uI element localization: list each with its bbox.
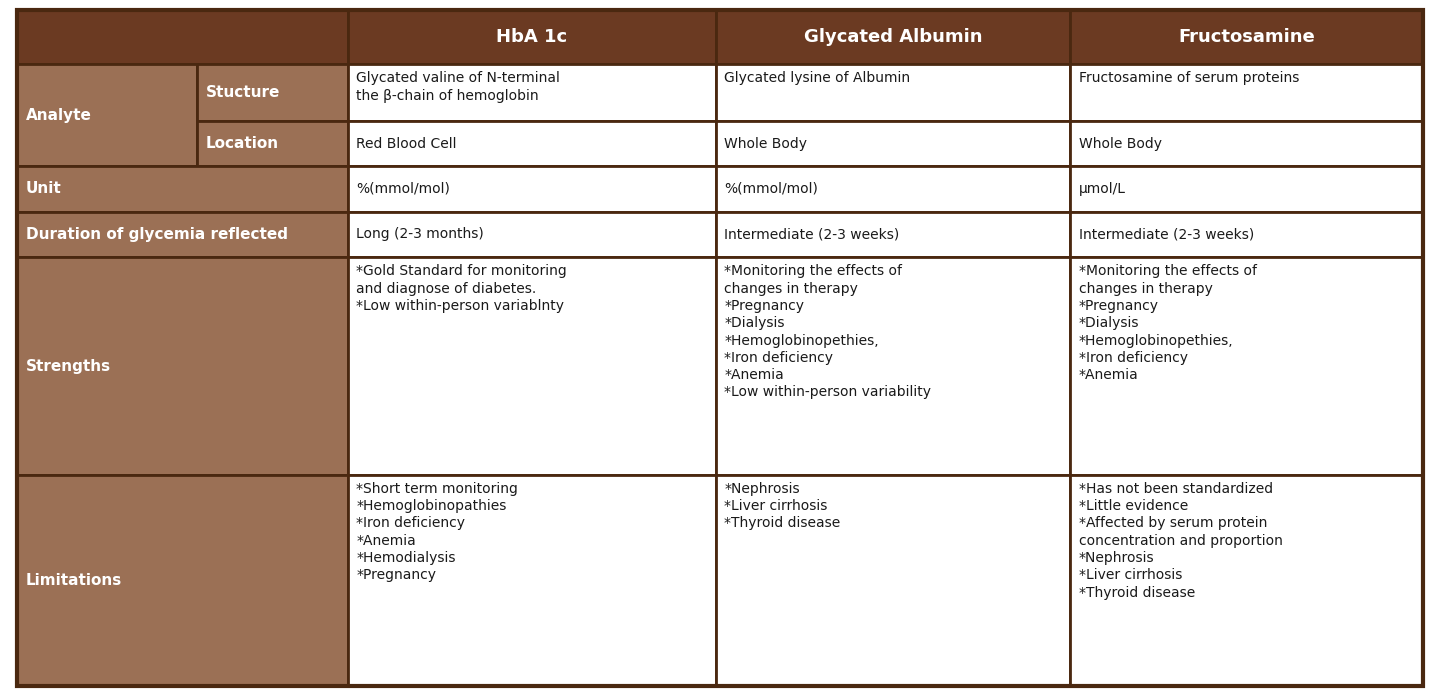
Bar [347, 212, 716, 258]
Text: Analyte: Analyte [26, 108, 92, 122]
Text: %(mmol/mol): %(mmol/mol) [724, 182, 818, 196]
Bar [1070, 10, 1423, 64]
Text: Fructosamine of serum proteins: Fructosamine of serum proteins [1079, 71, 1299, 85]
Bar [716, 121, 1070, 166]
Bar [716, 166, 1070, 212]
Bar [347, 10, 716, 64]
Bar [1070, 475, 1423, 686]
Bar [716, 64, 1070, 121]
Text: Glycated lysine of Albumin: Glycated lysine of Albumin [724, 71, 910, 85]
Bar [347, 258, 716, 475]
Text: Unit: Unit [26, 181, 62, 196]
Text: *Short term monitoring
*Hemoglobinopathies
*Iron deficiency
*Anemia
*Hemodialysi: *Short term monitoring *Hemoglobinopathi… [356, 482, 518, 583]
Text: Glycated valine of N-terminal
the β-chain of hemoglobin: Glycated valine of N-terminal the β-chai… [356, 71, 560, 102]
Bar [17, 475, 347, 686]
Bar [347, 166, 716, 212]
Text: Glycated Albumin: Glycated Albumin [804, 29, 982, 47]
Text: Strengths: Strengths [26, 358, 111, 374]
Text: *Monitoring the effects of
changes in therapy
*Pregnancy
*Dialysis
*Hemoglobinop: *Monitoring the effects of changes in th… [724, 264, 932, 400]
Text: Limitations: Limitations [26, 573, 122, 587]
Bar [716, 475, 1070, 686]
Text: HbA 1c: HbA 1c [497, 29, 567, 47]
Text: Intermediate (2-3 weeks): Intermediate (2-3 weeks) [724, 228, 900, 242]
Text: Location: Location [206, 136, 279, 151]
Bar [17, 258, 347, 475]
Bar [1070, 166, 1423, 212]
Bar [347, 475, 716, 686]
Text: Duration of glycemia reflected: Duration of glycemia reflected [26, 227, 288, 242]
Bar [17, 212, 347, 258]
Text: *Nephrosis
*Liver cirrhosis
*Thyroid disease: *Nephrosis *Liver cirrhosis *Thyroid dis… [724, 482, 841, 530]
Text: Whole Body: Whole Body [724, 136, 808, 150]
Text: Long (2-3 months): Long (2-3 months) [356, 228, 484, 242]
Bar [197, 64, 347, 121]
Bar [17, 10, 347, 64]
Bar [716, 10, 1070, 64]
Text: Intermediate (2-3 weeks): Intermediate (2-3 weeks) [1079, 228, 1254, 242]
Text: *Has not been standardized
*Little evidence
*Affected by serum protein
concentra: *Has not been standardized *Little evide… [1079, 482, 1283, 599]
Bar [347, 121, 716, 166]
Bar [197, 121, 347, 166]
Bar [716, 258, 1070, 475]
Bar [347, 64, 716, 121]
Bar [17, 166, 347, 212]
Text: Red Blood Cell: Red Blood Cell [356, 136, 456, 150]
Text: μmol/L: μmol/L [1079, 182, 1126, 196]
Text: Fructosamine: Fructosamine [1178, 29, 1315, 47]
Bar [1070, 64, 1423, 121]
Bar [1070, 212, 1423, 258]
Text: %(mmol/mol): %(mmol/mol) [356, 182, 451, 196]
Text: *Monitoring the effects of
changes in therapy
*Pregnancy
*Dialysis
*Hemoglobinop: *Monitoring the effects of changes in th… [1079, 264, 1257, 382]
Text: *Gold Standard for monitoring
and diagnose of diabetes.
*Low within-person varia: *Gold Standard for monitoring and diagno… [356, 264, 567, 313]
Bar [1070, 258, 1423, 475]
Bar [17, 64, 197, 166]
Text: Whole Body: Whole Body [1079, 136, 1162, 150]
Bar [716, 212, 1070, 258]
Bar [1070, 121, 1423, 166]
Text: Stucture: Stucture [206, 85, 281, 100]
